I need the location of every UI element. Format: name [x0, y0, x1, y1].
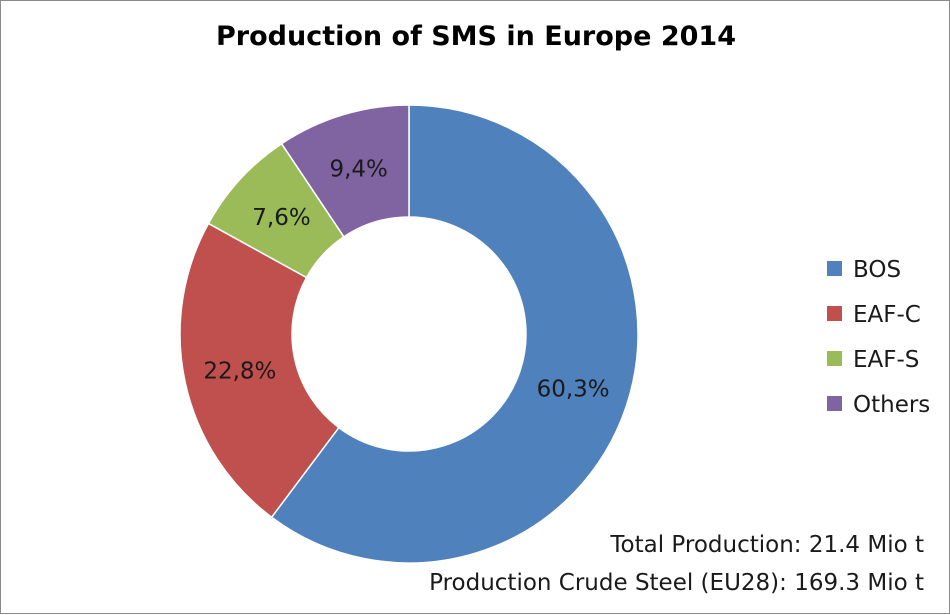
legend: BOS EAF-C EAF-S Others: [827, 257, 930, 418]
legend-label-eaf-s: EAF-S: [853, 347, 919, 373]
legend-label-eaf-c: EAF-C: [853, 302, 921, 328]
slice-label-others: 9,4%: [329, 156, 387, 182]
legend-swatch-eaf-c: [827, 306, 842, 321]
crude-steel-note: Production Crude Steel (EU28): 169.3 Mio…: [429, 570, 924, 596]
slice-bos: [270, 104, 639, 564]
slice-labels: 60,3% 22,8% 7,6% 9,4%: [203, 156, 609, 402]
doughnut-slices: [179, 104, 639, 564]
legend-label-bos: BOS: [853, 257, 901, 283]
slice-label-eaf-s: 7,6%: [252, 205, 310, 231]
legend-swatch-bos: [827, 261, 842, 276]
slice-label-eaf-c: 22,8%: [203, 358, 276, 384]
slice-label-bos: 60,3%: [537, 377, 610, 403]
legend-swatch-others: [827, 396, 842, 411]
legend-swatch-eaf-s: [827, 351, 842, 366]
legend-label-others: Others: [853, 392, 930, 418]
chart-title: Production of SMS in Europe 2014: [216, 21, 736, 52]
total-production-note: Total Production: 21.4 Mio t: [609, 532, 924, 558]
slice-others: [280, 104, 410, 238]
slice-eaf-c: [179, 222, 340, 519]
